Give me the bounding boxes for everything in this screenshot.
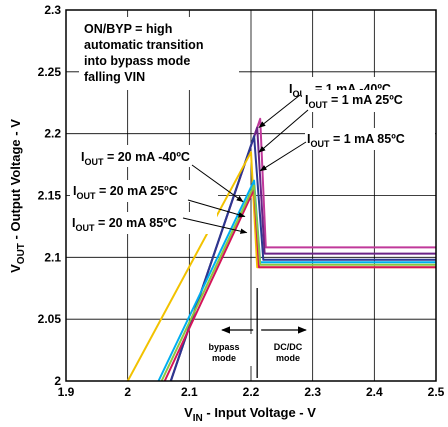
bypass-label-2: mode xyxy=(212,353,236,363)
bypass-label-1: bypass xyxy=(208,342,239,352)
y-tick-label: 2 xyxy=(54,374,61,388)
note-line-4: falling VIN xyxy=(84,70,145,84)
y-tick-label: 2.3 xyxy=(44,3,61,17)
series-line xyxy=(160,184,436,382)
annotation-arrow xyxy=(187,199,246,218)
x-tick-label: 2.5 xyxy=(428,385,445,399)
annotations: IOUT = 1 mA -40ºC IOUT = 1 mA 25ºC IOUT … xyxy=(69,77,435,234)
annotation-arrows xyxy=(182,94,309,234)
annotation-arrow xyxy=(258,109,309,153)
series-lines xyxy=(126,117,436,382)
annotation-arrow xyxy=(259,141,307,172)
y-axis-title: VOUT - Output Voltage - V xyxy=(8,119,27,273)
note-box: ON/BYP = high automatic transition into … xyxy=(79,17,239,90)
y-tick-label: 2.25 xyxy=(38,65,62,79)
series-line xyxy=(169,135,436,382)
plot-frame xyxy=(65,9,437,382)
y-tick-label: 2.2 xyxy=(44,127,61,141)
dcdc-label-2: mode xyxy=(276,353,300,363)
annotation-arrow xyxy=(258,94,301,128)
note-line-2: automatic transition xyxy=(84,38,203,52)
y-tick-label: 2.1 xyxy=(44,250,61,264)
annotation-20ma-85: IOUT = 20 mA 85ºC xyxy=(72,216,177,233)
annotation-20ma-m40: IOUT = 20 mA -40ºC xyxy=(81,150,190,167)
x-tick-label: 1.9 xyxy=(58,385,75,399)
x-tick-label: 2.1 xyxy=(181,385,198,399)
y-tick-label: 2.05 xyxy=(38,312,62,326)
note-line-1: ON/BYP = high xyxy=(84,22,172,36)
annotation-1ma-25: IOUT = 1 mA 25ºC xyxy=(305,93,403,110)
tick-labels: 1.9 2 2.1 2.2 2.3 2.4 2.522.052.12.152.22.252.… xyxy=(38,3,445,399)
annotation-arrow xyxy=(191,164,244,203)
x-tick-label: 2.4 xyxy=(366,385,383,399)
y-tick-label: 2.15 xyxy=(38,189,62,203)
annotation-20ma-25: IOUT = 20 mA 25ºC xyxy=(73,184,178,201)
annotation-arrow xyxy=(182,217,248,234)
annotation-1ma-85: IOUT = 1 mA 85ºC xyxy=(307,132,405,149)
note-line-3: into bypass mode xyxy=(84,54,190,68)
dcdc-label-1: DC/DC xyxy=(274,342,303,352)
x-axis-title: VIN - Input Voltage - V xyxy=(184,405,316,424)
x-tick-label: 2.3 xyxy=(304,385,321,399)
x-tick-label: 2 xyxy=(124,385,131,399)
x-tick-label: 2.2 xyxy=(243,385,260,399)
mode-region: bypass mode DC/DC mode xyxy=(196,288,312,378)
